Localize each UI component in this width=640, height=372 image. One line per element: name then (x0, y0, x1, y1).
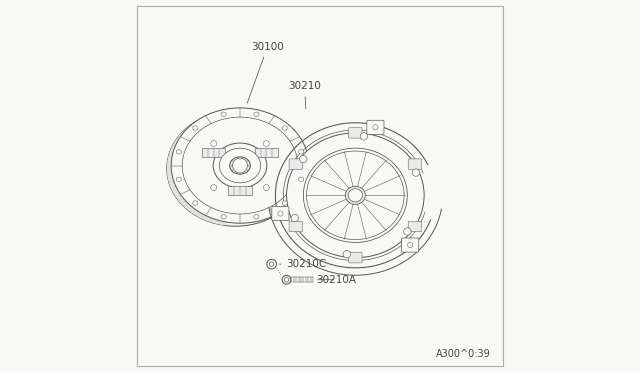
Ellipse shape (299, 177, 304, 182)
Polygon shape (173, 190, 181, 198)
Circle shape (404, 228, 411, 235)
Circle shape (269, 262, 274, 266)
Ellipse shape (254, 112, 259, 116)
Ellipse shape (303, 148, 407, 243)
Polygon shape (200, 215, 210, 221)
Circle shape (343, 251, 351, 258)
Polygon shape (168, 174, 173, 182)
Polygon shape (177, 131, 184, 139)
Polygon shape (189, 208, 198, 215)
FancyBboxPatch shape (255, 148, 278, 157)
Polygon shape (194, 212, 204, 218)
FancyBboxPatch shape (367, 120, 384, 134)
Text: 30100: 30100 (247, 42, 284, 103)
Ellipse shape (172, 108, 309, 223)
Ellipse shape (176, 150, 182, 154)
Text: 30210: 30210 (289, 81, 321, 109)
Polygon shape (167, 169, 172, 177)
FancyBboxPatch shape (228, 186, 252, 195)
Ellipse shape (299, 150, 304, 154)
Ellipse shape (282, 126, 287, 130)
Circle shape (263, 141, 269, 147)
FancyBboxPatch shape (349, 128, 362, 138)
Ellipse shape (346, 186, 365, 204)
Ellipse shape (182, 117, 298, 214)
Polygon shape (212, 110, 223, 115)
Ellipse shape (220, 148, 260, 183)
Polygon shape (218, 109, 229, 113)
Circle shape (300, 155, 307, 163)
Circle shape (284, 278, 289, 282)
Circle shape (408, 243, 413, 248)
FancyBboxPatch shape (289, 159, 303, 169)
Polygon shape (167, 163, 172, 171)
Polygon shape (189, 119, 198, 126)
Text: 30210C: 30210C (279, 259, 327, 269)
Polygon shape (167, 157, 172, 166)
Ellipse shape (287, 133, 424, 258)
Polygon shape (171, 185, 178, 193)
Polygon shape (218, 221, 229, 225)
Polygon shape (180, 127, 189, 134)
Polygon shape (184, 204, 193, 211)
Text: A300^0:39: A300^0:39 (436, 349, 491, 359)
Ellipse shape (193, 201, 198, 205)
Circle shape (211, 141, 217, 147)
Ellipse shape (176, 177, 182, 182)
FancyBboxPatch shape (408, 221, 422, 232)
Ellipse shape (193, 126, 198, 130)
Polygon shape (177, 195, 184, 203)
Ellipse shape (230, 157, 250, 174)
Circle shape (232, 158, 248, 173)
Circle shape (412, 169, 420, 176)
Circle shape (211, 185, 217, 190)
Polygon shape (171, 141, 178, 149)
Polygon shape (205, 112, 216, 116)
Circle shape (291, 214, 298, 222)
FancyBboxPatch shape (289, 221, 303, 232)
Text: 30210A: 30210A (317, 275, 356, 285)
Polygon shape (180, 200, 189, 207)
Circle shape (360, 132, 367, 140)
FancyBboxPatch shape (202, 148, 225, 157)
Polygon shape (169, 146, 175, 155)
Polygon shape (200, 113, 210, 119)
Polygon shape (205, 218, 216, 222)
Polygon shape (184, 123, 193, 130)
Ellipse shape (348, 189, 362, 202)
Ellipse shape (221, 112, 226, 116)
Ellipse shape (167, 111, 305, 226)
FancyBboxPatch shape (272, 206, 289, 221)
Circle shape (278, 211, 283, 216)
Ellipse shape (282, 201, 287, 205)
Circle shape (267, 259, 276, 269)
Polygon shape (212, 219, 223, 224)
Polygon shape (168, 152, 173, 160)
FancyBboxPatch shape (408, 159, 422, 169)
Circle shape (373, 125, 378, 130)
Circle shape (263, 185, 269, 190)
Polygon shape (194, 116, 204, 122)
Polygon shape (173, 136, 181, 144)
FancyBboxPatch shape (349, 253, 362, 263)
Polygon shape (169, 179, 175, 188)
Ellipse shape (213, 143, 267, 188)
Circle shape (282, 275, 291, 284)
FancyBboxPatch shape (402, 238, 419, 252)
Ellipse shape (254, 215, 259, 219)
Ellipse shape (221, 215, 226, 219)
